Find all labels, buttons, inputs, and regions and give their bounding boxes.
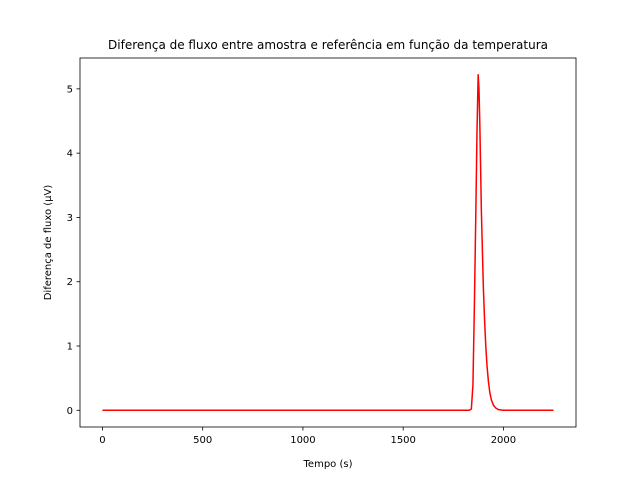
y-tick-label: 5 xyxy=(67,84,73,95)
y-tick-label: 1 xyxy=(67,342,73,353)
chart-title: Diferença de fluxo entre amostra e refer… xyxy=(108,38,548,52)
y-tick-label: 2 xyxy=(67,277,73,288)
x-tick-label: 1500 xyxy=(390,435,415,446)
y-axis: 0 1 2 3 4 5 xyxy=(67,84,80,417)
y-tick-label: 3 xyxy=(67,213,73,224)
x-tick-label: 1000 xyxy=(290,435,315,446)
plot-frame xyxy=(79,57,577,428)
x-tick-label: 2000 xyxy=(491,435,516,446)
series-line-0 xyxy=(102,73,554,412)
x-axis-label: Tempo (s) xyxy=(303,459,353,470)
x-tick-label: 500 xyxy=(193,435,212,446)
y-tick-label: 0 xyxy=(67,406,73,417)
plot-area: 0 500 1000 1500 2000 0 1 2 3 4 5 xyxy=(67,57,577,446)
y-axis-label: Diferença de fluxo (µV) xyxy=(43,185,54,301)
series-layer xyxy=(102,73,554,412)
x-axis: 0 500 1000 1500 2000 xyxy=(99,427,516,446)
y-tick-label: 4 xyxy=(67,149,73,160)
x-tick-label: 0 xyxy=(99,435,105,446)
